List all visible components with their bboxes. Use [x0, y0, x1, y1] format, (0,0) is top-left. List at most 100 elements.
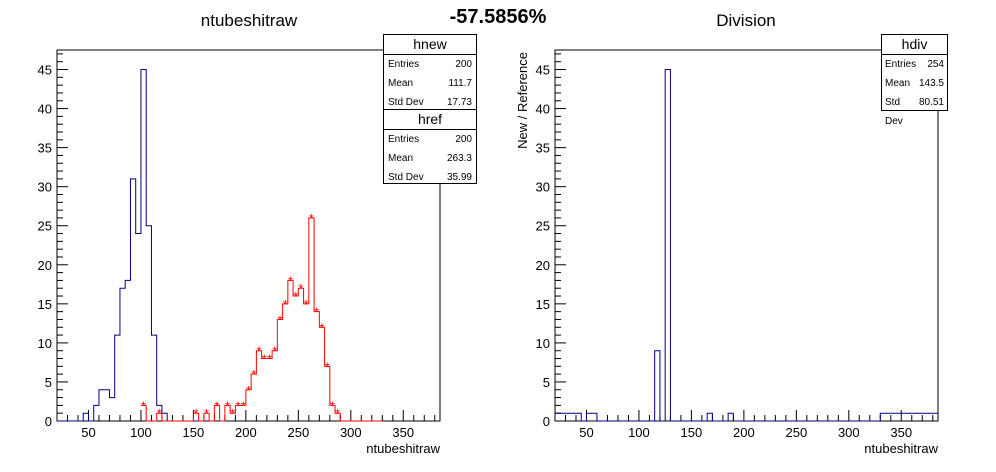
stats-row-mean: Mean 111.7: [384, 74, 476, 93]
stats-row-entries: Entries 200: [384, 130, 476, 149]
stats-label: Entries: [885, 59, 917, 70]
x-tick-label: 150: [681, 425, 703, 440]
histogram-marker-href: *: [314, 305, 319, 320]
stats-row-mean: Mean 143.5: [882, 74, 947, 93]
x-tick-label: 250: [287, 425, 309, 440]
y-tick-label: 5: [543, 375, 550, 390]
stats-label: Std Dev: [388, 172, 424, 183]
stats-row-entries: Entries 254: [882, 55, 947, 74]
histogram-line-hnew: [57, 69, 204, 422]
stats-value: 200: [455, 134, 472, 145]
ratio-headline: -57.5856%: [449, 6, 547, 28]
stats-value: 263.3: [446, 153, 472, 164]
stats-title: href: [384, 110, 476, 130]
histogram-marker-href: *: [204, 406, 209, 421]
histogram-marker-href: *: [246, 383, 251, 398]
plot-frame: [56, 49, 441, 422]
stats-label: Mean: [388, 78, 414, 89]
stats-title: hnew: [384, 35, 476, 55]
histogram-marker-href: *: [293, 289, 298, 304]
x-axis-label: ntubeshitraw: [864, 441, 938, 456]
stats-value: 80.51: [918, 97, 944, 108]
y-tick-label: 5: [45, 375, 52, 390]
x-tick-label: 250: [785, 425, 807, 440]
x-axis-label: ntubeshitraw: [366, 441, 440, 456]
histogram-marker-href: *: [230, 406, 235, 421]
stats-value: 111.7: [448, 78, 472, 89]
stats-box-hnew: hnew Entries 200 Mean 111.7 Std Dev 17.73: [383, 34, 477, 111]
stats-label: Std Dev: [388, 97, 424, 108]
x-tick-label: 150: [183, 425, 205, 440]
histogram-marker-href: *: [319, 320, 324, 335]
histogram-marker-href: *: [277, 312, 282, 327]
histogram-marker-href: *: [141, 398, 146, 413]
y-tick-label: 30: [536, 180, 550, 195]
histogram-marker-href: *: [256, 344, 261, 359]
histogram-marker-href: *: [272, 344, 277, 359]
stats-row-stddev: Std Dev 35.99: [384, 168, 476, 187]
histogram-marker-href: *: [251, 367, 256, 382]
histogram-marker-href: *: [262, 352, 267, 367]
stats-value: 17.73: [446, 97, 472, 108]
x-tick-label: 50: [579, 425, 593, 440]
y-tick-label: 45: [38, 63, 52, 78]
histogram-marker-href: *: [330, 398, 335, 413]
x-tick-label: 200: [733, 425, 755, 440]
x-tick-label: 200: [235, 425, 257, 440]
histogram-marker-href: *: [214, 398, 219, 413]
y-tick-label: 10: [38, 336, 52, 351]
y-tick-label: 25: [38, 219, 52, 234]
y-tick-label: 30: [38, 180, 52, 195]
histogram-marker-href: *: [325, 359, 330, 374]
y-tick-label: 35: [536, 141, 550, 156]
stats-label: Entries: [388, 59, 420, 70]
x-tick-label: 350: [392, 425, 414, 440]
stats-label: Entries: [388, 134, 420, 145]
stats-label: Std Dev: [885, 97, 903, 127]
x-tick-label: 300: [340, 425, 362, 440]
histogram-line-hdiv: [555, 69, 938, 422]
stats-row-stddev: Std Dev 80.51: [882, 93, 947, 127]
x-tick-label: 350: [890, 425, 912, 440]
y-tick-label: 0: [45, 414, 52, 429]
y-tick-label: 15: [536, 297, 550, 312]
x-tick-label: 300: [838, 425, 860, 440]
chart-title: ntubeshitraw: [201, 11, 298, 30]
x-tick-label: 50: [81, 425, 95, 440]
stats-box-hdiv: hdiv Entries 254 Mean 143.5 Std Dev 80.51: [881, 34, 948, 127]
histogram-marker-href: *: [298, 281, 303, 296]
y-tick-label: 35: [38, 141, 52, 156]
stats-value: 143.5: [918, 78, 944, 89]
histogram-marker-href: *: [235, 398, 240, 413]
stats-label: Mean: [885, 78, 911, 89]
y-tick-label: 20: [536, 258, 550, 273]
histogram-marker-href: *: [283, 297, 288, 312]
stats-row-stddev: Std Dev 17.73: [384, 93, 476, 112]
x-tick-label: 100: [130, 425, 152, 440]
histogram-line-href: [140, 217, 383, 422]
chart-title: Division: [716, 11, 776, 30]
x-tick-label: 100: [628, 425, 650, 440]
histogram-marker-href: *: [225, 398, 230, 413]
histogram-marker-href: *: [304, 297, 309, 312]
y-tick-label: 10: [536, 336, 550, 351]
y-tick-label: 25: [536, 219, 550, 234]
stats-row-mean: Mean 263.3: [384, 149, 476, 168]
stats-box-href: href Entries 200 Mean 263.3 Std Dev 35.99: [383, 109, 477, 184]
y-axis-label: New / Reference: [515, 52, 530, 149]
histogram-marker-href: *: [241, 398, 246, 413]
histogram-marker-href: *: [267, 352, 272, 367]
y-tick-label: 45: [536, 63, 550, 78]
y-tick-label: 40: [536, 102, 550, 117]
histogram-marker-href: *: [288, 273, 293, 288]
histogram-marker-href: *: [309, 211, 314, 226]
stats-title: hdiv: [882, 35, 947, 55]
stats-value: 35.99: [446, 172, 472, 183]
stats-value: 200: [455, 59, 472, 70]
stats-row-entries: Entries 200: [384, 55, 476, 74]
histogram-marker-href: *: [157, 406, 162, 421]
stats-value: 254: [927, 59, 944, 70]
y-tick-label: 40: [38, 102, 52, 117]
histogram-marker-href: *: [194, 406, 199, 421]
